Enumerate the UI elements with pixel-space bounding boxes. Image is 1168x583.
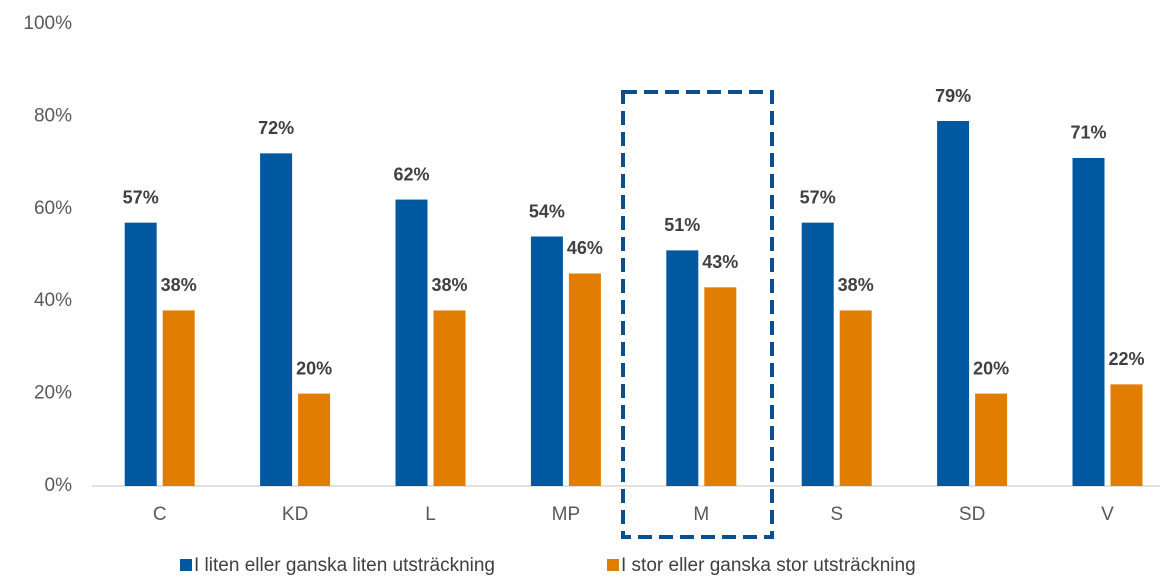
legend-label: I stor eller ganska stor utsträckning bbox=[621, 555, 916, 576]
bar bbox=[162, 310, 195, 486]
value-label: 57% bbox=[123, 187, 159, 207]
value-label: 72% bbox=[258, 118, 294, 138]
bar bbox=[1110, 384, 1143, 486]
y-tick-label: 40% bbox=[34, 290, 72, 311]
y-tick-label: 60% bbox=[34, 198, 72, 219]
x-tick-label: C bbox=[153, 504, 167, 525]
bar bbox=[260, 153, 293, 487]
value-label: 20% bbox=[973, 358, 1009, 378]
highlight-box bbox=[621, 90, 774, 539]
bar bbox=[530, 236, 563, 486]
bar bbox=[801, 222, 834, 486]
bar bbox=[298, 393, 331, 486]
x-tick-label: MP bbox=[552, 504, 581, 525]
value-label: 22% bbox=[1108, 349, 1144, 369]
bar bbox=[666, 250, 699, 486]
y-tick-label: 20% bbox=[34, 383, 72, 404]
value-label: 38% bbox=[161, 275, 197, 295]
value-label: 38% bbox=[838, 275, 874, 295]
value-label: 79% bbox=[935, 86, 971, 106]
value-label: 57% bbox=[800, 187, 836, 207]
x-tick-label: S bbox=[830, 504, 843, 525]
x-tick-label: M bbox=[693, 504, 709, 525]
x-tick-label: V bbox=[1101, 504, 1114, 525]
value-label: 62% bbox=[393, 164, 429, 184]
bar bbox=[124, 222, 157, 486]
value-label: 54% bbox=[529, 201, 565, 221]
value-label: 43% bbox=[702, 252, 738, 272]
value-label: 71% bbox=[1070, 123, 1106, 143]
bar bbox=[704, 287, 737, 486]
x-tick-label: KD bbox=[282, 504, 308, 525]
y-tick-label: 100% bbox=[23, 13, 72, 34]
value-label: 38% bbox=[431, 275, 467, 295]
legend-label: I liten eller ganska liten utsträckning bbox=[194, 555, 495, 576]
bar bbox=[568, 273, 601, 486]
value-label: 46% bbox=[567, 238, 603, 258]
value-label: 20% bbox=[296, 358, 332, 378]
value-label: 51% bbox=[664, 215, 700, 235]
y-tick-label: 0% bbox=[45, 475, 73, 496]
x-tick-label: SD bbox=[959, 504, 985, 525]
bar bbox=[1072, 157, 1105, 487]
bar bbox=[395, 199, 428, 486]
bar bbox=[975, 393, 1008, 486]
legend-swatch bbox=[607, 559, 619, 571]
legend-swatch bbox=[180, 559, 192, 571]
bar bbox=[937, 121, 970, 487]
x-tick-label: L bbox=[425, 504, 436, 525]
bar bbox=[433, 310, 466, 486]
bar bbox=[839, 310, 872, 486]
y-tick-label: 80% bbox=[34, 105, 72, 126]
